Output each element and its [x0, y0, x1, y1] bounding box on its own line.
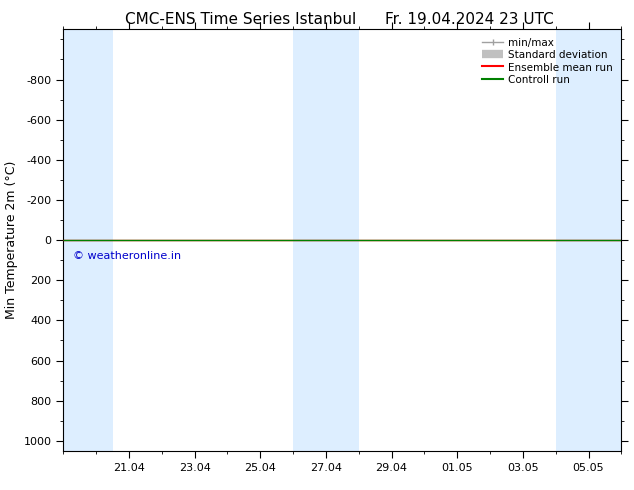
Bar [63, 29, 113, 451]
Bar [555, 29, 621, 451]
Text: Fr. 19.04.2024 23 UTC: Fr. 19.04.2024 23 UTC [385, 12, 553, 27]
Text: © weatheronline.in: © weatheronline.in [74, 251, 181, 261]
Text: CMC-ENS Time Series Istanbul: CMC-ENS Time Series Istanbul [126, 12, 356, 27]
Bar [293, 29, 359, 451]
Legend: min/max, Standard deviation, Ensemble mean run, Controll run: min/max, Standard deviation, Ensemble me… [479, 35, 616, 88]
Y-axis label: Min Temperature 2m (°C): Min Temperature 2m (°C) [5, 161, 18, 319]
